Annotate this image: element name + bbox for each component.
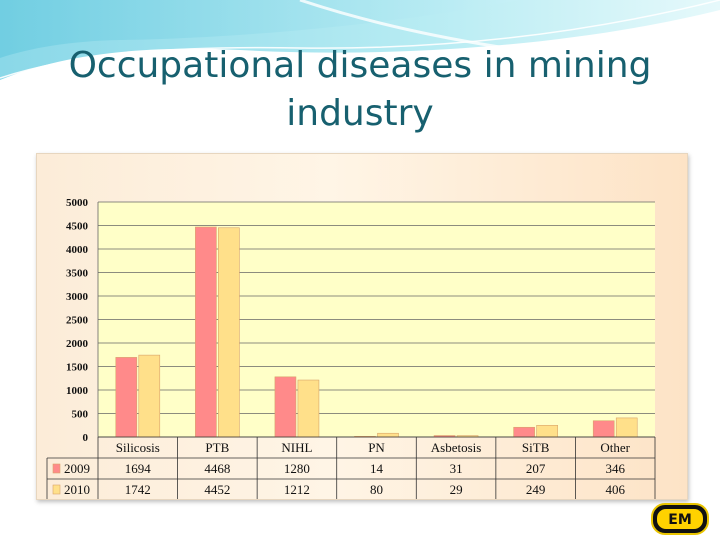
logo-lettering: EM	[668, 512, 692, 528]
category-label: NIHL	[281, 440, 312, 455]
header-wave-decoration	[0, 0, 720, 80]
bar-2010-other	[615, 417, 638, 438]
bar-2010-silicosis	[138, 354, 161, 438]
category-label: PN	[368, 440, 385, 455]
y-tick-label: 3500	[66, 268, 89, 280]
table-value: 4452	[204, 482, 230, 497]
y-tick-label: 4500	[66, 221, 89, 233]
y-tick-label: 2000	[66, 338, 89, 350]
y-tick-label: 1000	[66, 385, 89, 397]
table-value: 29	[450, 482, 463, 497]
y-tick-label: 0	[83, 432, 89, 444]
table-value: 14	[370, 461, 384, 476]
bar-2009-other	[592, 420, 615, 438]
y-tick-label: 4000	[66, 244, 89, 256]
bar-chart: 0 500 1000 1500 2000 2500 3000 3500 4000 4500 5000…	[46, 197, 656, 499]
category-label: SiTB	[522, 440, 550, 455]
category-label: Asbetosis	[431, 440, 482, 455]
table-value: 4468	[204, 461, 230, 476]
y-tick-label: 1500	[66, 362, 89, 374]
y-tick-label: 500	[72, 409, 89, 421]
y-tick-label: 2500	[66, 315, 89, 327]
y-tick-label: 5000	[66, 197, 89, 209]
bar-2009-nihl	[274, 376, 297, 438]
table-value: 31	[450, 461, 463, 476]
table-value: 1280	[284, 461, 310, 476]
chart-panel: 0 500 1000 1500 2000 2500 3000 3500 4000 4500 5000…	[36, 153, 688, 500]
category-label: Other	[600, 440, 630, 455]
table-value: 1694	[125, 461, 151, 476]
legend-label-2009: 2009	[64, 461, 90, 476]
category-label: Silicosis	[116, 440, 160, 455]
table-value: 1742	[125, 482, 151, 497]
table-value: 346	[605, 461, 625, 476]
table-value: 207	[526, 461, 546, 476]
em-logo: EM	[651, 503, 709, 535]
slide-title-line-2: industry	[286, 93, 434, 134]
table-value: 80	[370, 482, 383, 497]
bar-2009-ptb	[195, 226, 217, 438]
slide-title: Occupational diseases in mining industry	[40, 42, 680, 138]
bar-2010-pn	[377, 432, 399, 438]
table-value: 1212	[284, 482, 310, 497]
legend-key-2009	[52, 463, 61, 474]
bar-2010-sitb	[536, 424, 558, 438]
legend-label-2010: 2010	[64, 482, 90, 497]
bar-2009-sitb	[513, 426, 535, 438]
slide-title-line-1: Occupational diseases in mining	[68, 45, 652, 86]
bar-2009-silicosis	[115, 357, 138, 438]
bar-2010-ptb	[218, 227, 240, 438]
legend-key-2010	[52, 484, 61, 495]
bar-2010-nihl	[297, 379, 320, 438]
y-tick-label: 3000	[66, 291, 89, 303]
table-value: 406	[605, 482, 625, 497]
table-value: 249	[526, 482, 546, 497]
category-label: PTB	[205, 440, 229, 455]
